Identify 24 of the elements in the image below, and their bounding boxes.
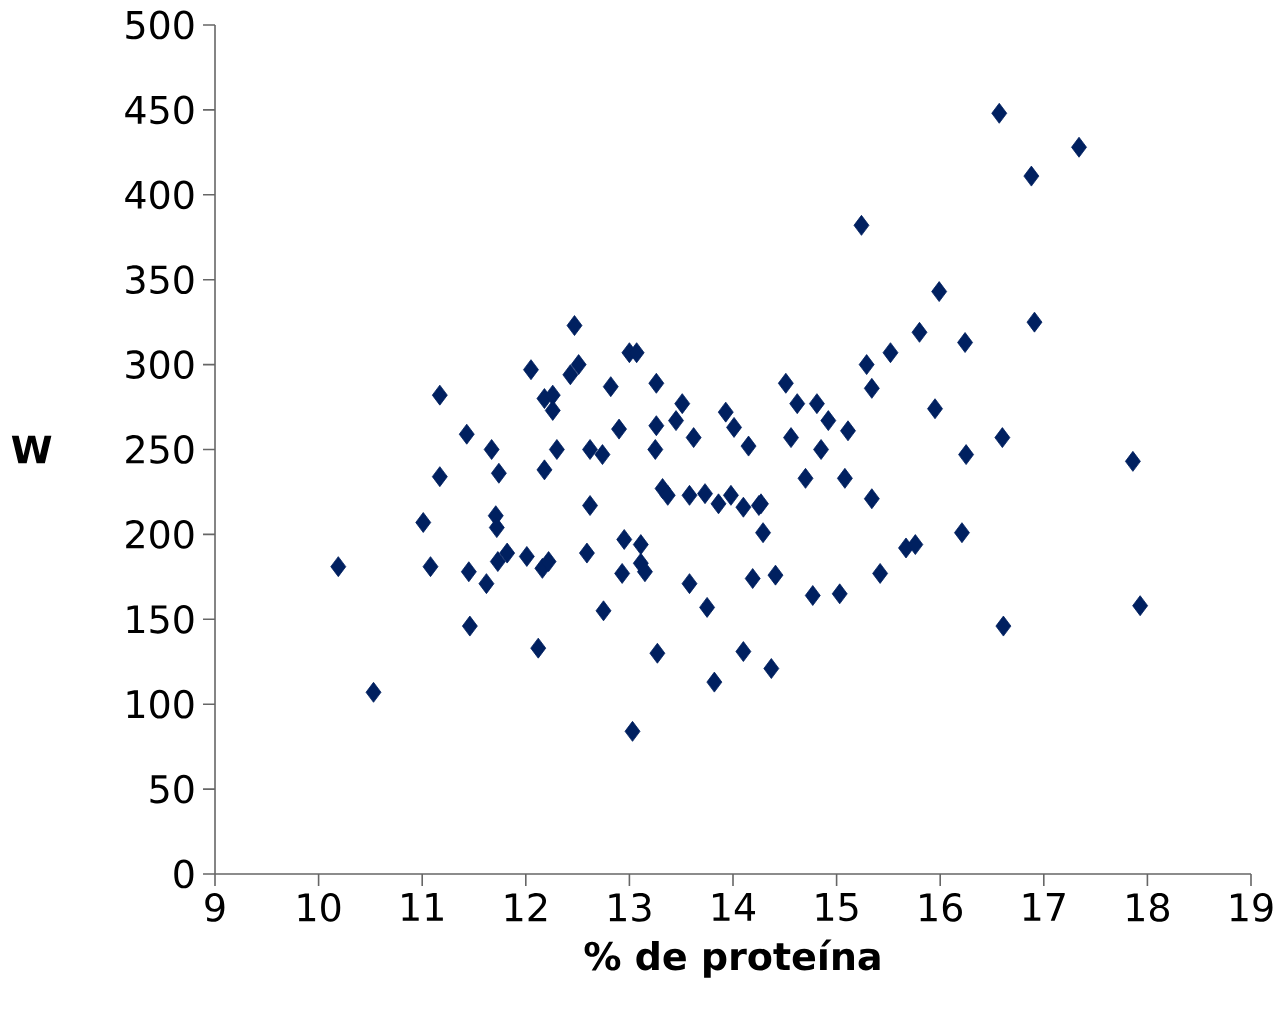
y-tick-label: 200 bbox=[126, 520, 194, 549]
x-tick-label: 14 bbox=[713, 893, 756, 921]
y-tick-label: 400 bbox=[125, 180, 194, 210]
x-tick-label: 19 bbox=[1230, 893, 1273, 922]
y-tick-label: 100 bbox=[127, 689, 194, 719]
x-tick-label: 12 bbox=[505, 893, 547, 922]
y-tick-label: 350 bbox=[126, 265, 194, 295]
x-tick-label: 16 bbox=[920, 893, 962, 922]
y-tick-label: 450 bbox=[125, 95, 194, 125]
x-tick-label: 18 bbox=[1127, 893, 1169, 922]
x-tick-label: 13 bbox=[609, 893, 651, 922]
y-tick-label: 50 bbox=[150, 774, 194, 804]
x-tick-label: 9 bbox=[205, 893, 225, 922]
y-tick-label: 500 bbox=[126, 10, 194, 40]
x-tick-label: 17 bbox=[1023, 893, 1065, 921]
x-tick-label: 10 bbox=[298, 893, 341, 922]
y-tick-label: 150 bbox=[127, 604, 194, 634]
y-tick-label: 250 bbox=[126, 435, 194, 464]
y-axis-title: W bbox=[11, 435, 52, 464]
x-tick-label: 11 bbox=[402, 893, 443, 921]
x-tick-label: 15 bbox=[816, 893, 858, 922]
y-tick-label: 300 bbox=[126, 350, 194, 379]
y-tick-label: 0 bbox=[174, 859, 194, 889]
x-axis-title: % de proteína bbox=[584, 939, 880, 978]
